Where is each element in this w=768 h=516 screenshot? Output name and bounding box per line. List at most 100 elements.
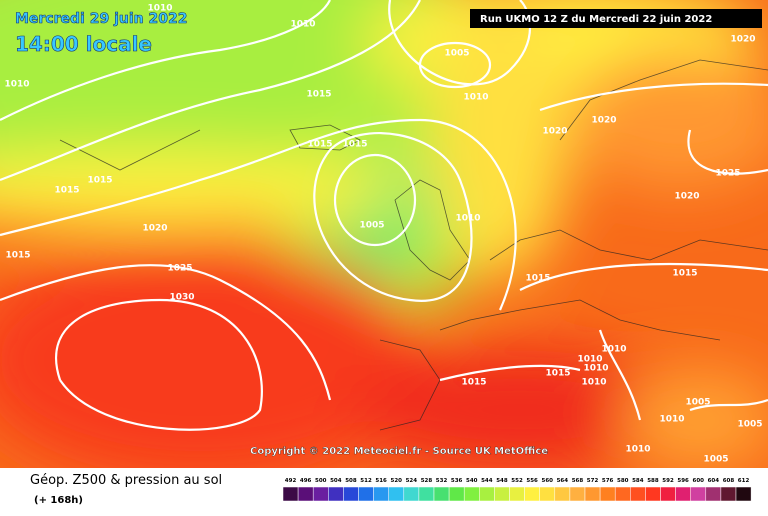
isobar-label: 1010 (455, 214, 480, 224)
isobar-label: 1005 (737, 420, 762, 430)
isobar-label: 1010 (290, 20, 315, 30)
isobar-label: 1005 (685, 398, 710, 408)
scale-swatch (705, 486, 722, 502)
scale-label: 584 (632, 478, 644, 484)
scale-swatch (524, 486, 540, 502)
scale-swatch (448, 486, 465, 502)
isobar-label: 1015 (306, 90, 331, 100)
isobar-label: 1020 (674, 192, 699, 202)
isobar-label: 1025 (715, 169, 740, 179)
isobar-label: 1015 (87, 176, 112, 186)
scale-swatch (735, 486, 752, 502)
scale-label: 496 (300, 478, 312, 484)
scale-swatch (660, 486, 676, 502)
isobar-label: 1015 (342, 140, 367, 150)
scale-label: 604 (708, 478, 720, 484)
scale-label: 580 (617, 478, 629, 484)
scale-swatch (554, 486, 571, 502)
scale-swatch (614, 486, 631, 502)
run-info: Run UKMO 12 Z du Mercredi 22 juin 2022 (480, 14, 712, 25)
isobar-label: 1015 (461, 378, 486, 388)
scale-label: 600 (693, 478, 705, 484)
scale-label: 516 (375, 478, 387, 484)
scale-swatch (569, 486, 586, 502)
color-scale: 492 496 500 504 508 512 516 520 524 528 532 536 540 5… (282, 478, 752, 502)
scale-label: 536 (451, 478, 463, 484)
isobar-label: 1020 (142, 224, 167, 234)
scale-swatch (494, 486, 510, 502)
forecast-date: Mercredi 29 juin 2022 (15, 11, 187, 27)
scale-swatch (509, 486, 525, 502)
isobar-label: 1010 (577, 355, 602, 365)
legend-title: Géop. Z500 & pression au sol (30, 473, 222, 488)
isobar-label: 1010 (659, 415, 684, 425)
scale-label: 528 (421, 478, 433, 484)
scale-label: 508 (345, 478, 357, 484)
scale-label: 504 (330, 478, 342, 484)
isobar-label: 1015 (525, 274, 550, 284)
scale-swatch (388, 486, 405, 502)
isobar-label: 1015 (54, 186, 79, 196)
scale-label: 524 (406, 478, 418, 484)
isobar-label: 1020 (730, 35, 755, 45)
scale-label: 556 (526, 478, 538, 484)
scale-swatch (599, 486, 616, 502)
scale-swatch (584, 486, 601, 502)
isobar-label: 1015 (545, 369, 570, 379)
scale-label: 552 (511, 478, 523, 484)
scale-label: 560 (542, 478, 554, 484)
isobar-label: 1030 (169, 293, 194, 303)
scale-swatch (479, 486, 495, 502)
forecast-time: 14:00 locale (15, 32, 152, 56)
scale-label: 612 (738, 478, 750, 484)
isobar-label: 1010 (601, 345, 626, 355)
isobar-label: 1010 (463, 93, 488, 103)
isobar-label: 1025 (167, 264, 192, 274)
scale-swatch (312, 486, 329, 502)
scale-swatch (373, 486, 389, 502)
isobar-label: 1005 (359, 221, 384, 231)
scale-label: 544 (481, 478, 493, 484)
scale-swatch (358, 486, 374, 502)
isobar-label: 1015 (5, 251, 30, 261)
scale-label: 576 (602, 478, 614, 484)
scale-label: 588 (647, 478, 659, 484)
isobar-label: 1015 (672, 269, 697, 279)
scale-swatch (297, 486, 314, 502)
isobar-label: 1010 (147, 4, 172, 14)
scale-label: 596 (677, 478, 689, 484)
scale-swatch (282, 486, 299, 502)
scale-swatch (403, 486, 420, 502)
scale-swatch (720, 486, 737, 502)
scale-swatch (343, 486, 359, 502)
isobar-label: 1005 (703, 455, 728, 465)
scale-label: 548 (496, 478, 508, 484)
scale-label: 532 (436, 478, 448, 484)
scale-label: 608 (723, 478, 735, 484)
scale-label: 592 (662, 478, 674, 484)
scale-swatch (690, 486, 707, 502)
legend-lead: (+ 168h) (34, 495, 83, 506)
isobar-label: 1020 (591, 116, 616, 126)
scale-label: 540 (466, 478, 478, 484)
scale-label: 492 (285, 478, 297, 484)
isobar-label: 1010 (583, 364, 608, 374)
isobar-label: 1015 (307, 140, 332, 150)
scale-swatch (463, 486, 480, 502)
isobar-label: 1010 (4, 80, 29, 90)
copyright: Copyright © 2022 Meteociel.fr - Source U… (250, 446, 548, 457)
scale-label: 520 (391, 478, 403, 484)
scale-swatch (418, 486, 435, 502)
scale-swatch (645, 486, 661, 502)
scale-label: 568 (572, 478, 584, 484)
scale-swatch (630, 486, 646, 502)
run-box (470, 9, 762, 28)
scale-label: 512 (360, 478, 372, 484)
isobar-label: 1010 (625, 445, 650, 455)
isobars (0, 0, 768, 431)
isobar-label: 1010 (581, 378, 606, 388)
scale-swatch (328, 486, 344, 502)
